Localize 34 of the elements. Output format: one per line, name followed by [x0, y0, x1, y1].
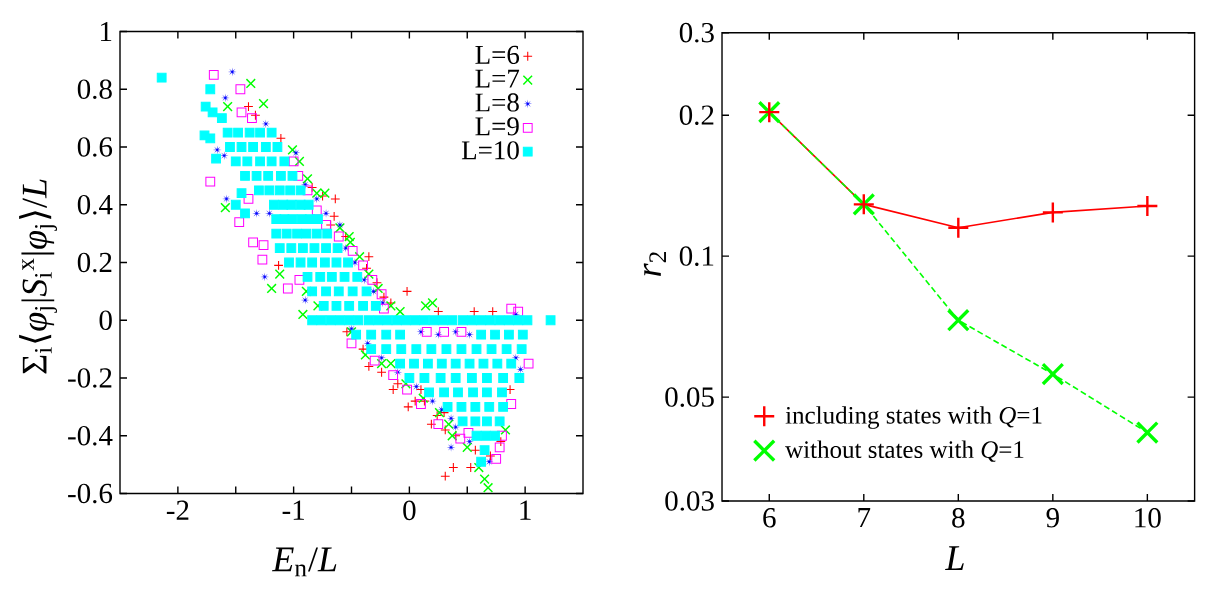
- x-tick-label: -1: [282, 500, 304, 520]
- x-axis-title: L: [945, 546, 964, 570]
- text: Σ$_{i}$⟨φ$_{j}$|S$_{i}$$^{x}$|φ$_{j}$⟩/L: [19, 179, 57, 374]
- legend-label: including states with Q=1: [785, 406, 1042, 429]
- y-tick-label: 0.3: [679, 22, 714, 43]
- y-tick-label: 0.8: [77, 79, 112, 100]
- x-tick-label: 6: [763, 508, 776, 528]
- y-tick-label: 0.1: [679, 246, 714, 266]
- legend-label: L=10: [461, 141, 519, 160]
- y-tick-label: 0.03: [665, 491, 714, 511]
- y-tick-label: -0.6: [68, 483, 113, 504]
- legend-label: L=6: [475, 45, 520, 64]
- y-axis-title: r$_{2}$: [643, 252, 666, 276]
- x-tick-label: 8: [952, 508, 965, 528]
- y-tick-label: 0.2: [77, 252, 112, 273]
- y-tick-label: 1: [100, 21, 112, 42]
- x-tick-label: 7: [858, 508, 871, 528]
- y-tick-label: 0.2: [679, 105, 714, 126]
- y-tick-label: 0: [99, 310, 112, 331]
- legend-label: without states with Q=1: [785, 440, 1024, 462]
- y-tick-label: 0.6: [77, 137, 113, 157]
- y-tick-label: -0.2: [68, 368, 112, 388]
- legend-label: L=9: [475, 117, 519, 136]
- x-tick-label: -2: [166, 500, 189, 520]
- x-tick-label: 9: [1046, 508, 1059, 528]
- x-tick-label: 0: [403, 500, 416, 521]
- x-tick-label: 1: [520, 500, 531, 520]
- x-tick-label: 10: [1135, 508, 1161, 528]
- y-tick-label: -0.4: [68, 425, 113, 446]
- legend-label: L=7: [475, 69, 520, 88]
- legend-label: L=8: [475, 93, 519, 112]
- y-tick-label: 0.4: [77, 194, 113, 215]
- y-tick-label: 0.05: [665, 387, 714, 407]
- x-axis-title: E$_{n}$/L: [271, 547, 337, 577]
